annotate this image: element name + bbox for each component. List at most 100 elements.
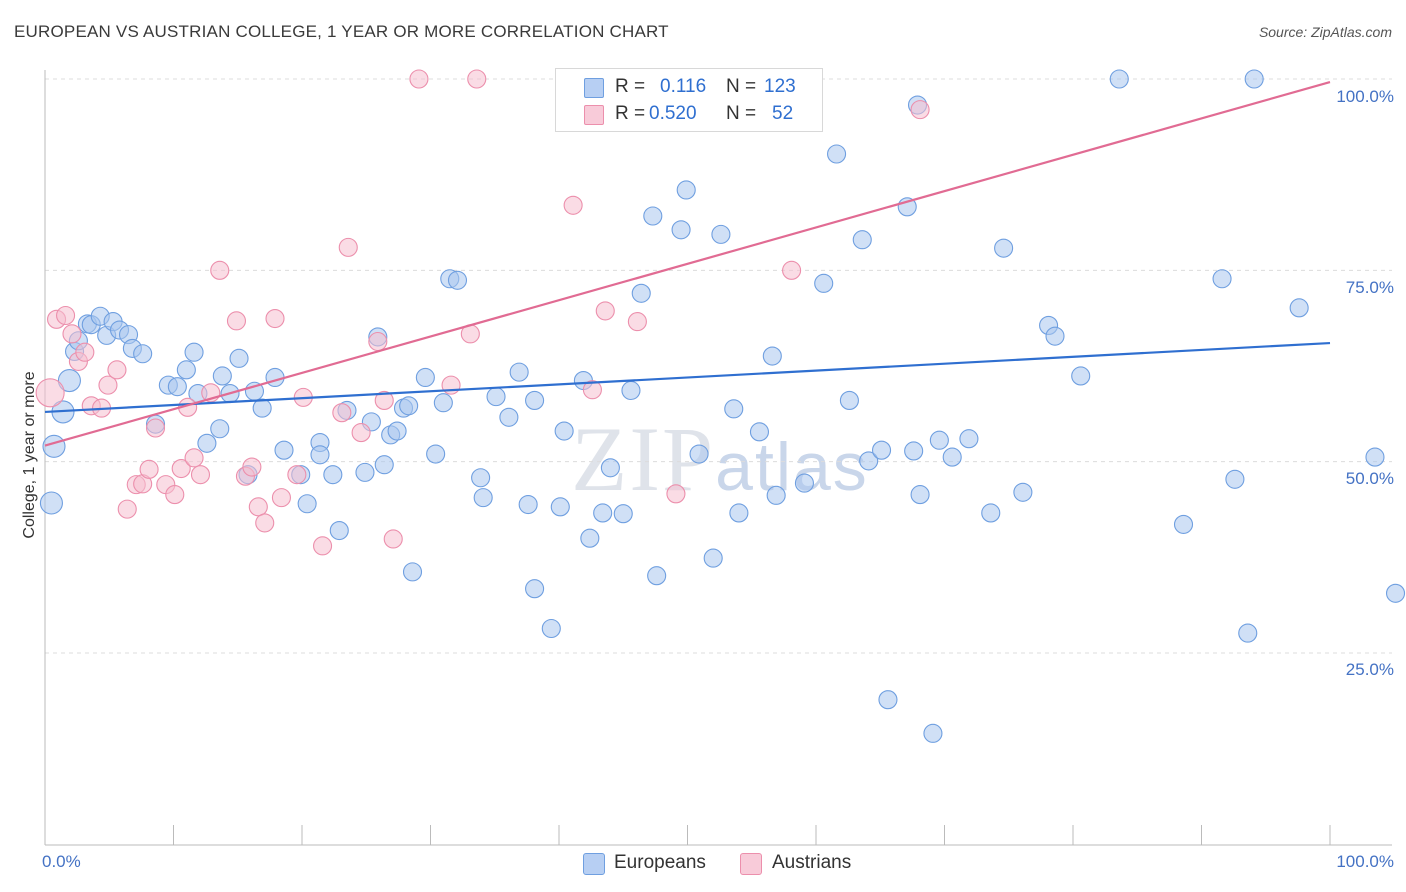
european-point xyxy=(1212,269,1232,289)
r-value: 0.520 xyxy=(649,103,697,124)
european-point xyxy=(1244,69,1264,89)
european-point xyxy=(176,360,196,380)
european-point xyxy=(1225,469,1245,489)
european-point xyxy=(923,723,943,743)
european-point xyxy=(859,451,879,471)
european-point xyxy=(509,362,529,382)
european-point xyxy=(1289,298,1309,318)
european-point xyxy=(541,618,561,639)
european-point xyxy=(274,440,294,460)
european-point xyxy=(355,462,375,482)
european-point xyxy=(631,283,651,303)
stats-legend-row-austrians: R = 0.520 N = 52 xyxy=(556,101,822,127)
austrians-swatch xyxy=(584,105,604,125)
r-label: R = xyxy=(615,103,646,124)
european-trend-line xyxy=(44,341,1331,414)
n-value: 52 xyxy=(772,103,794,124)
european-point xyxy=(852,230,872,250)
austrian-point xyxy=(351,423,371,443)
european-point xyxy=(184,342,204,362)
european-point xyxy=(671,220,691,240)
austrian-point xyxy=(35,378,65,408)
x-tick-label-min: 0.0% xyxy=(42,852,81,871)
n-label: N = xyxy=(726,76,757,97)
austrian-trend-line xyxy=(44,81,1331,447)
european-point xyxy=(210,419,230,439)
austrian-point xyxy=(107,360,127,380)
austrian-point xyxy=(190,465,211,485)
european-point xyxy=(1071,366,1091,386)
european-point xyxy=(486,387,506,407)
european-point xyxy=(433,393,453,413)
european-point xyxy=(762,346,782,366)
austrian-point xyxy=(582,380,602,400)
european-point xyxy=(593,503,613,523)
austrian-point xyxy=(782,260,802,280)
european-point xyxy=(981,503,1001,523)
european-point xyxy=(1385,583,1406,603)
european-point xyxy=(57,368,81,393)
chart-source: Source: ZipAtlas.com xyxy=(1258,24,1392,40)
european-point xyxy=(904,441,924,461)
european-point xyxy=(229,348,249,368)
european-point xyxy=(729,503,749,523)
european-point xyxy=(167,377,187,397)
european-point xyxy=(265,367,285,388)
y-tick-label-25: 25.0% xyxy=(1345,660,1394,679)
austrian-point xyxy=(184,448,204,468)
austrian-point xyxy=(75,342,95,362)
watermark: ZIPatlas xyxy=(571,408,869,510)
european-point xyxy=(212,366,232,386)
european-point xyxy=(252,398,272,418)
european-point xyxy=(387,421,407,441)
european-point xyxy=(839,390,859,410)
austrian-point xyxy=(171,459,191,479)
austrian-point xyxy=(62,324,82,344)
austrian-point xyxy=(910,100,930,120)
austrian-point xyxy=(374,390,394,410)
austrian-point xyxy=(265,308,285,329)
european-point xyxy=(329,520,349,541)
austrian-point xyxy=(627,312,647,332)
austrian-point xyxy=(117,499,137,519)
european-point xyxy=(647,566,667,586)
european-point xyxy=(711,224,731,244)
european-point xyxy=(689,444,709,464)
european-point xyxy=(518,494,538,515)
europeans-swatch xyxy=(584,78,604,98)
austrian-point xyxy=(242,457,262,477)
european-point xyxy=(1173,514,1194,534)
european-point xyxy=(613,504,633,524)
european-point xyxy=(1365,447,1385,467)
european-point xyxy=(39,491,63,515)
austrian-point xyxy=(467,69,487,89)
european-point xyxy=(402,562,423,582)
european-point xyxy=(473,488,493,508)
austrian-point xyxy=(563,195,583,215)
stats-legend-row-europeans: R = 0.116 N = 123 xyxy=(556,74,822,100)
austrian-point xyxy=(287,465,307,485)
austrian-point xyxy=(139,459,159,479)
european-point xyxy=(374,455,394,475)
chart-title: EUROPEAN VS AUSTRIAN COLLEGE, 1 YEAR OR … xyxy=(14,22,669,41)
austrian-point xyxy=(313,536,333,556)
austrian-point xyxy=(98,375,118,395)
european-point xyxy=(415,367,435,388)
european-point xyxy=(994,238,1014,258)
austrian-point xyxy=(255,513,275,533)
european-point xyxy=(724,399,744,419)
european-point xyxy=(580,528,600,548)
r-label: R = xyxy=(615,76,646,97)
austrian-point xyxy=(595,301,615,321)
european-point xyxy=(703,548,723,568)
austrian-point xyxy=(210,260,230,280)
european-point xyxy=(447,270,468,290)
european-point xyxy=(827,144,847,164)
legend-austrians-label: Austrians xyxy=(772,852,852,873)
austrian-point xyxy=(332,403,352,423)
stats-legend: R = 0.116 N = 123 R = 0.520 N = 52 xyxy=(555,68,823,132)
european-point xyxy=(525,390,545,410)
austrian-point xyxy=(145,418,166,438)
european-point xyxy=(643,206,663,226)
